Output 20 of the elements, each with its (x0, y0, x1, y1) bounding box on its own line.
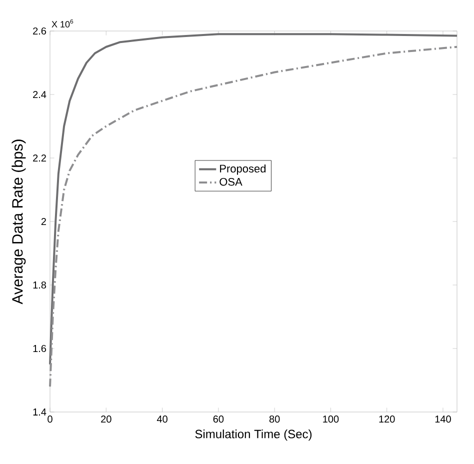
y-tick-label: 2 (41, 218, 46, 225)
x-tick-label: 20 (101, 416, 112, 423)
x-tick-label: 60 (213, 416, 224, 423)
y-tick-label: 1.6 (33, 344, 46, 352)
x-tick-label: 0 (48, 416, 52, 423)
x-axis-title: Simulation Time (Sec) (195, 429, 312, 441)
x-tick-label: 140 (435, 416, 451, 423)
x-tick-label: 40 (156, 416, 168, 423)
y-tick-label: 1.4 (33, 408, 46, 416)
legend-label: OSA (220, 178, 242, 186)
y-tick-label: 1.8 (33, 281, 46, 289)
x-tick-label: 80 (269, 416, 280, 423)
y-tick-label: 2.2 (33, 154, 46, 162)
y-tick-label: 2.4 (33, 91, 46, 98)
y-tick-label: 2.6 (33, 27, 46, 35)
y-axis-title: Average Data Rate (bps) (12, 140, 26, 304)
x-tick-label: 100 (323, 416, 339, 423)
legend-label: Proposed (220, 164, 266, 175)
x-tick-label: 120 (379, 416, 395, 423)
text: X 10$^{6}$ (52, 19, 74, 28)
